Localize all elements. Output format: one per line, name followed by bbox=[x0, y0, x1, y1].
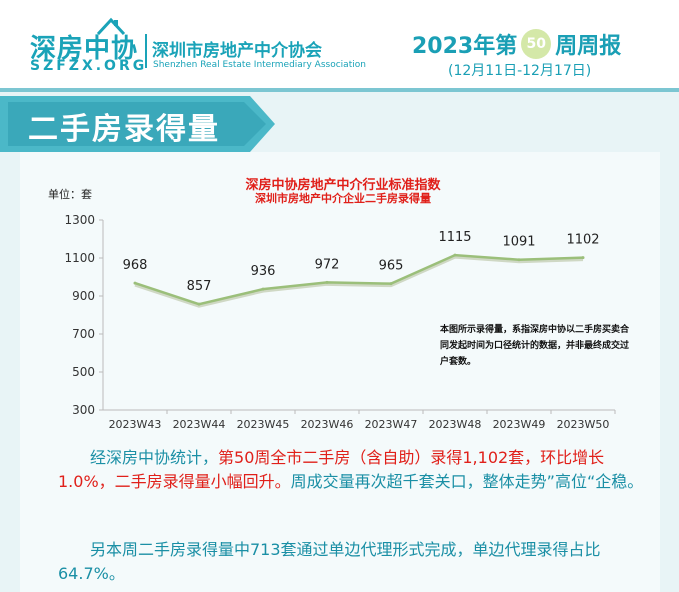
content-card bbox=[20, 152, 660, 592]
y-tick-label: 1100 bbox=[64, 251, 95, 265]
data-point bbox=[261, 287, 265, 291]
week-prefix: 2023年第 bbox=[412, 34, 518, 59]
x-tick-label: 2023W46 bbox=[301, 418, 354, 431]
data-point bbox=[581, 256, 585, 260]
y-tick-label: 1300 bbox=[64, 213, 95, 227]
series-line bbox=[134, 253, 584, 306]
data-label: 1102 bbox=[566, 233, 599, 248]
data-point bbox=[133, 281, 137, 285]
y-tick-label: 300 bbox=[72, 403, 95, 417]
logo-url: SZFZX.ORG bbox=[30, 58, 148, 74]
data-point bbox=[453, 253, 457, 257]
x-tick-label: 2023W47 bbox=[365, 418, 418, 431]
house-roof-icon bbox=[96, 17, 126, 36]
chart-title: 深房中协房地产中介行业标准指数 bbox=[245, 178, 441, 193]
data-label: 972 bbox=[315, 257, 340, 272]
x-tick-label: 2023W43 bbox=[109, 418, 162, 431]
data-label: 857 bbox=[187, 279, 212, 294]
data-point bbox=[389, 282, 393, 286]
data-label: 1115 bbox=[438, 230, 471, 245]
y-tick-label: 500 bbox=[72, 365, 95, 379]
data-label: 965 bbox=[379, 259, 404, 274]
x-tick-label: 2023W44 bbox=[173, 418, 226, 431]
org-name-cn: 深圳市房地产中介协会 bbox=[152, 41, 322, 61]
agency-paragraph: 另本周二手房录得量中713套通过单边代理形式完成，单边代理录得占比64.7%。 bbox=[58, 540, 601, 583]
x-tick-label: 2023W48 bbox=[429, 418, 482, 431]
section-title: 二手房录得量 bbox=[28, 112, 220, 147]
date-range: (12月11日-12月17日) bbox=[448, 63, 592, 79]
x-tick-label: 2023W50 bbox=[557, 418, 610, 431]
x-tick-label: 2023W49 bbox=[493, 418, 546, 431]
week-title: 2023年第 50 周周报 bbox=[412, 28, 621, 60]
line-chart: 300 500 700 900 1100 1300 2023W43 2023W44 2023W4… bbox=[64, 213, 616, 431]
y-tick-label: 700 bbox=[72, 327, 95, 341]
y-tick-label: 900 bbox=[72, 289, 95, 303]
report-header: 深房中协 SZFZX.ORG 深圳市房地产中介协会 Shenzhen Real … bbox=[0, 0, 679, 92]
chart-annotation: 本图所示录得量，系指深房中协以二手房买卖合同发起时间为口径统计的数据，并非最终成… bbox=[440, 325, 630, 367]
data-label: 936 bbox=[251, 264, 276, 279]
summary-tail: 周成交量再次超千套关口，整体走势”高位“企稳。 bbox=[290, 472, 644, 491]
week-suffix: 周周报 bbox=[555, 34, 622, 59]
summary-lead: 经深房中协统计， bbox=[90, 448, 219, 467]
data-label: 968 bbox=[123, 258, 148, 273]
data-point bbox=[197, 302, 201, 306]
section-banner bbox=[0, 96, 275, 152]
summary-highlight: 第50周全市二手房（含自助）录得1,102套，环比增长1.0%，二手房录得量小幅… bbox=[58, 448, 605, 491]
data-point bbox=[517, 258, 521, 262]
week-number-badge: 50 bbox=[521, 29, 552, 59]
series-line-shadow bbox=[134, 255, 584, 308]
data-point bbox=[325, 280, 329, 284]
x-tick-label: 2023W45 bbox=[237, 418, 290, 431]
chart-subtitle: 深圳市房地产中介企业二手房录得量 bbox=[255, 192, 431, 205]
logo-divider bbox=[145, 34, 147, 68]
logo-text: 深房中协 bbox=[30, 34, 139, 64]
org-name-en: Shenzhen Real Estate Intermediary Associ… bbox=[153, 60, 366, 70]
summary-paragraph: 经深房中协统计，第50周全市二手房（含自助）录得1,102套，环比增长1.0%，… bbox=[58, 446, 648, 494]
data-label: 1091 bbox=[502, 235, 535, 250]
y-unit-label: 单位：套 bbox=[48, 188, 92, 201]
